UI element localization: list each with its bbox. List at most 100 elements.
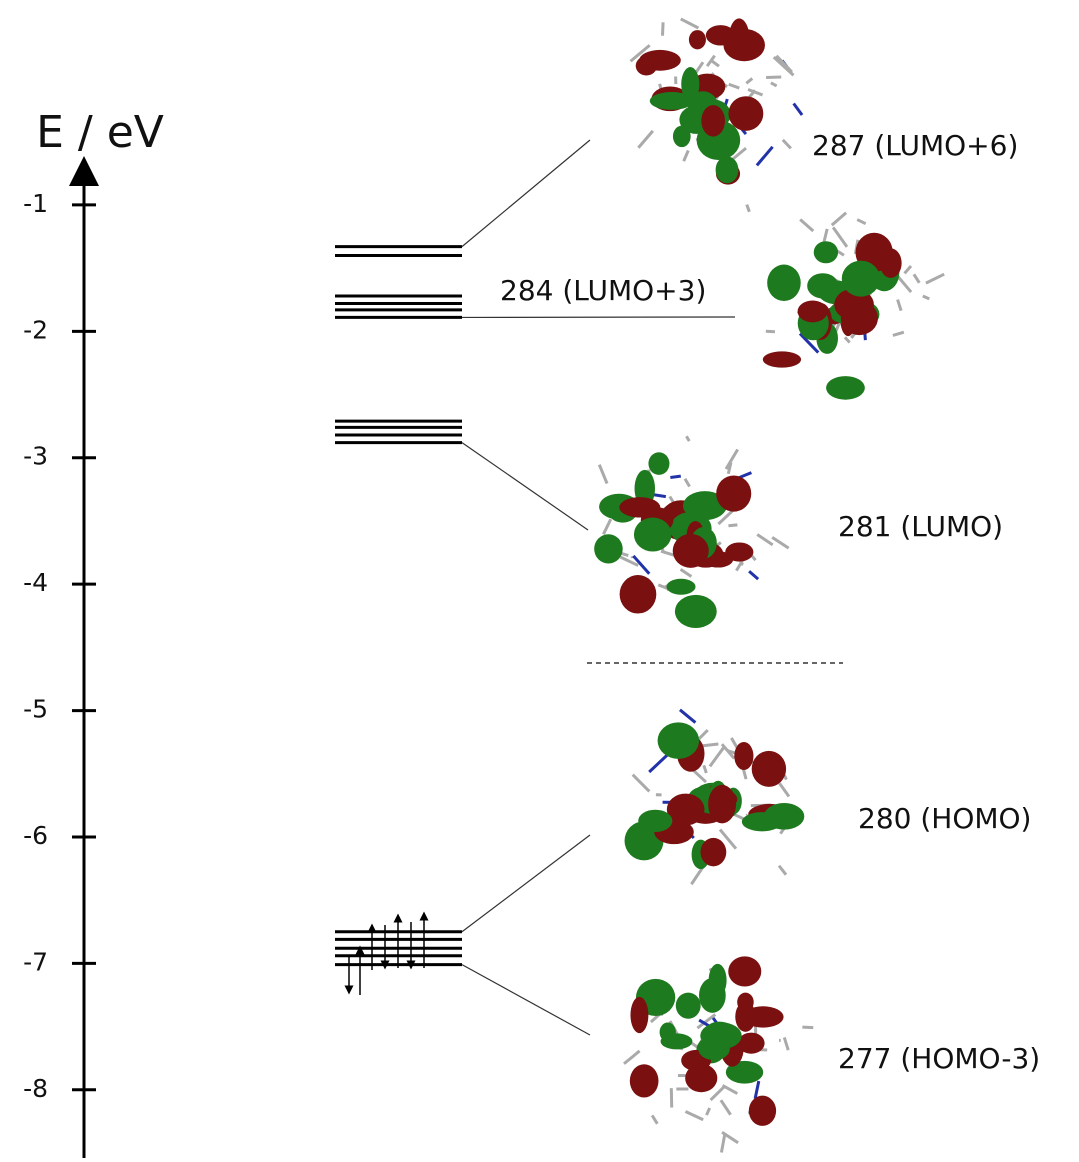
lobe: [650, 92, 694, 110]
lobe: [742, 812, 782, 831]
bond: [704, 765, 707, 773]
orbital-images: [594, 18, 944, 1152]
bond: [696, 62, 703, 72]
lobe: [634, 518, 672, 552]
lobe: [666, 579, 695, 595]
bond: [662, 22, 663, 35]
lobe: [767, 265, 801, 301]
bond: [857, 220, 865, 224]
bond: [749, 571, 758, 579]
lobe: [648, 452, 669, 475]
bond: [800, 219, 813, 231]
bond: [746, 78, 752, 83]
lobe: [675, 595, 717, 628]
bond: [624, 1051, 640, 1064]
lobe: [638, 810, 672, 832]
lobe: [660, 1023, 676, 1042]
lobe: [826, 376, 865, 400]
bond: [845, 337, 850, 342]
bond: [766, 77, 781, 78]
bond: [914, 274, 919, 282]
lobe: [630, 997, 648, 1033]
y-tick-label: -5: [23, 695, 48, 724]
bond: [685, 1112, 703, 1120]
lobe: [880, 248, 902, 277]
bond: [757, 534, 773, 544]
lobe: [673, 534, 709, 568]
lobe: [709, 964, 727, 997]
bond: [721, 1133, 725, 1152]
y-tick-label: -1: [23, 189, 48, 218]
lobe: [708, 785, 736, 823]
lobe: [685, 1064, 717, 1092]
lobe: [701, 105, 725, 137]
y-tick-label: -4: [23, 568, 48, 597]
lobe: [735, 1002, 755, 1032]
bond: [757, 147, 773, 166]
bond: [684, 151, 689, 162]
bond: [776, 56, 791, 72]
bond: [721, 1100, 731, 1115]
bond: [711, 1086, 725, 1100]
lobe: [658, 722, 700, 759]
bond: [681, 19, 699, 28]
bond: [723, 1085, 738, 1093]
lobe: [752, 751, 786, 787]
lobe: [636, 56, 657, 75]
bond: [638, 131, 652, 148]
lobe: [763, 351, 801, 367]
lobe: [798, 301, 828, 323]
bond: [633, 775, 650, 792]
lobe: [716, 475, 751, 511]
bond: [707, 1108, 710, 1115]
y-tick-label: -2: [23, 315, 48, 344]
bond: [747, 205, 750, 212]
bond: [680, 710, 695, 723]
lobe: [749, 1096, 776, 1126]
lobe: [729, 18, 749, 56]
lobe: [630, 1064, 659, 1097]
lobe: [716, 156, 739, 183]
bond: [772, 537, 788, 548]
bond: [670, 476, 680, 477]
bond: [794, 103, 802, 115]
bond: [784, 1037, 788, 1050]
y-tick-label: -7: [23, 947, 48, 976]
bond: [832, 213, 846, 225]
lobe: [734, 742, 753, 770]
bond: [603, 519, 610, 534]
orbital-label: 281 (LUMO): [838, 510, 1003, 543]
bond: [926, 274, 944, 283]
bond: [779, 866, 786, 875]
connector: [462, 965, 590, 1035]
lobe: [676, 993, 701, 1019]
bond: [755, 1081, 759, 1099]
bond: [898, 300, 902, 311]
bond: [905, 266, 911, 273]
bond: [728, 525, 737, 526]
bond: [923, 296, 929, 299]
lobe: [814, 241, 838, 263]
y-tick-label: -3: [23, 442, 48, 471]
orbital-label: 284 (LUMO+3): [500, 274, 706, 307]
orbital-label: 280 (HOMO): [858, 802, 1031, 835]
bond: [898, 277, 911, 292]
y-tick-label: -8: [23, 1074, 48, 1103]
lobe: [667, 794, 705, 826]
lobe: [619, 497, 660, 517]
bond: [649, 754, 668, 772]
bond: [686, 436, 689, 441]
bond: [774, 57, 794, 75]
lobe: [620, 575, 657, 613]
lobe: [594, 534, 623, 563]
lobe: [700, 838, 726, 866]
connector: [462, 835, 590, 932]
lobe: [842, 261, 880, 297]
bond: [726, 449, 738, 469]
bond: [599, 465, 607, 484]
lobe: [700, 1022, 741, 1049]
lobe: [728, 956, 761, 986]
bond: [771, 83, 777, 86]
